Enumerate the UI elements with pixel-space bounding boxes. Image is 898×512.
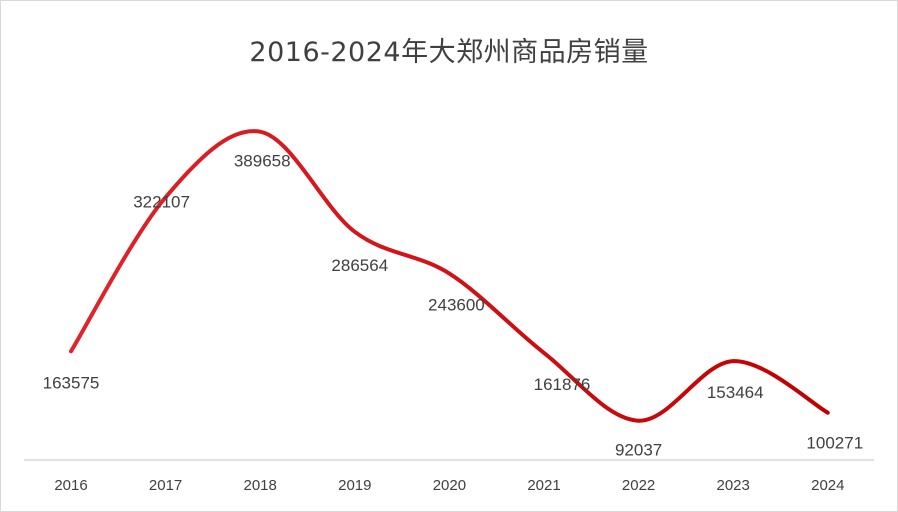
x-tick-label: 2024 (811, 477, 844, 494)
x-tick-label: 2016 (54, 477, 87, 494)
x-tick-label: 2022 (622, 477, 655, 494)
x-tick-label: 2020 (433, 477, 466, 494)
data-label: 243600 (428, 296, 485, 315)
data-label: 163575 (43, 373, 100, 392)
series-line (69, 129, 830, 423)
x-tick-label: 2018 (244, 477, 277, 494)
data-label: 322107 (133, 192, 190, 211)
data-label: 153464 (707, 383, 764, 402)
x-tick-label: 2023 (717, 477, 750, 494)
chart-title: 2016-2024年大郑州商品房销量 (249, 37, 649, 68)
x-tick-label: 2019 (338, 477, 371, 494)
data-label: 389658 (234, 152, 291, 171)
x-tick-label: 2021 (527, 477, 560, 494)
data-label: 92037 (615, 441, 662, 460)
data-label: 100271 (806, 434, 863, 453)
data-label: 286564 (331, 256, 388, 275)
data-label: 161876 (534, 375, 591, 394)
x-tick-label: 2017 (149, 477, 182, 494)
